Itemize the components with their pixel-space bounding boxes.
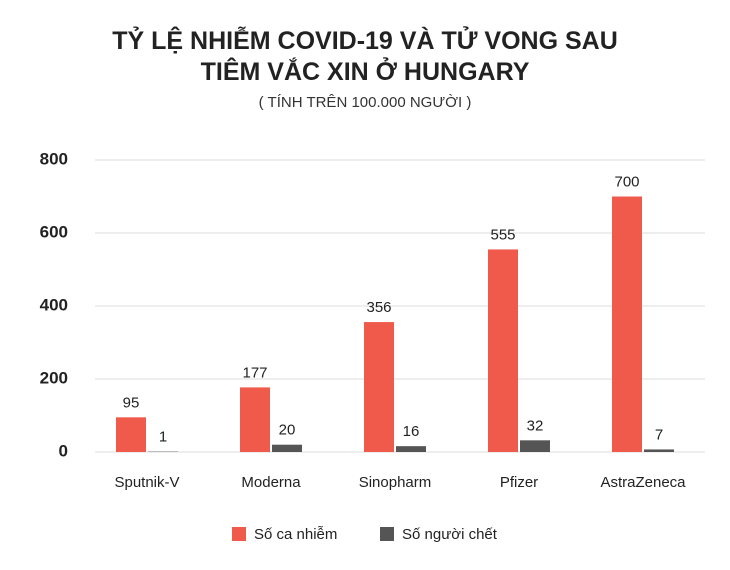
- y-tick-label: 0: [59, 441, 68, 460]
- data-label: 95: [123, 394, 140, 411]
- data-label: 555: [490, 226, 515, 243]
- data-label: 20: [279, 422, 296, 439]
- legend-label: Số ca nhiễm: [254, 526, 337, 543]
- y-tick-label: 400: [40, 295, 68, 314]
- x-tick-label: AstraZeneca: [600, 474, 686, 491]
- y-tick-label: 800: [40, 149, 68, 168]
- bar: [396, 446, 426, 452]
- data-label: 7: [655, 426, 663, 443]
- data-label: 356: [366, 299, 391, 316]
- legend-label: Số người chết: [402, 526, 498, 543]
- x-tick-label: Sinopharm: [359, 474, 432, 491]
- bar: [364, 322, 394, 452]
- bar: [644, 449, 674, 452]
- chart-subtitle: ( TÍNH TRÊN 100.000 NGƯỜI ): [258, 94, 472, 111]
- x-tick-label: Pfizer: [500, 474, 538, 491]
- data-label: 16: [403, 423, 420, 440]
- data-label: 1: [159, 429, 167, 446]
- chart-title: TỶ LỆ NHIỄM COVID-19 VÀ TỬ VONG SAU TIÊM…: [112, 27, 618, 86]
- bar: [520, 440, 550, 452]
- y-tick-label: 600: [40, 222, 68, 241]
- bar: [116, 417, 146, 452]
- bar: [612, 196, 642, 452]
- data-label: 700: [614, 173, 639, 190]
- legend-swatch: [380, 527, 394, 541]
- data-label: 177: [242, 364, 267, 381]
- bar: [272, 444, 302, 452]
- x-tick-label: Sputnik-V: [114, 474, 179, 491]
- bar: [488, 249, 518, 452]
- legend-swatch: [232, 527, 246, 541]
- y-tick-label: 200: [40, 368, 68, 387]
- x-tick-label: Moderna: [241, 474, 301, 491]
- data-label: 32: [527, 417, 544, 434]
- bar: [240, 387, 270, 452]
